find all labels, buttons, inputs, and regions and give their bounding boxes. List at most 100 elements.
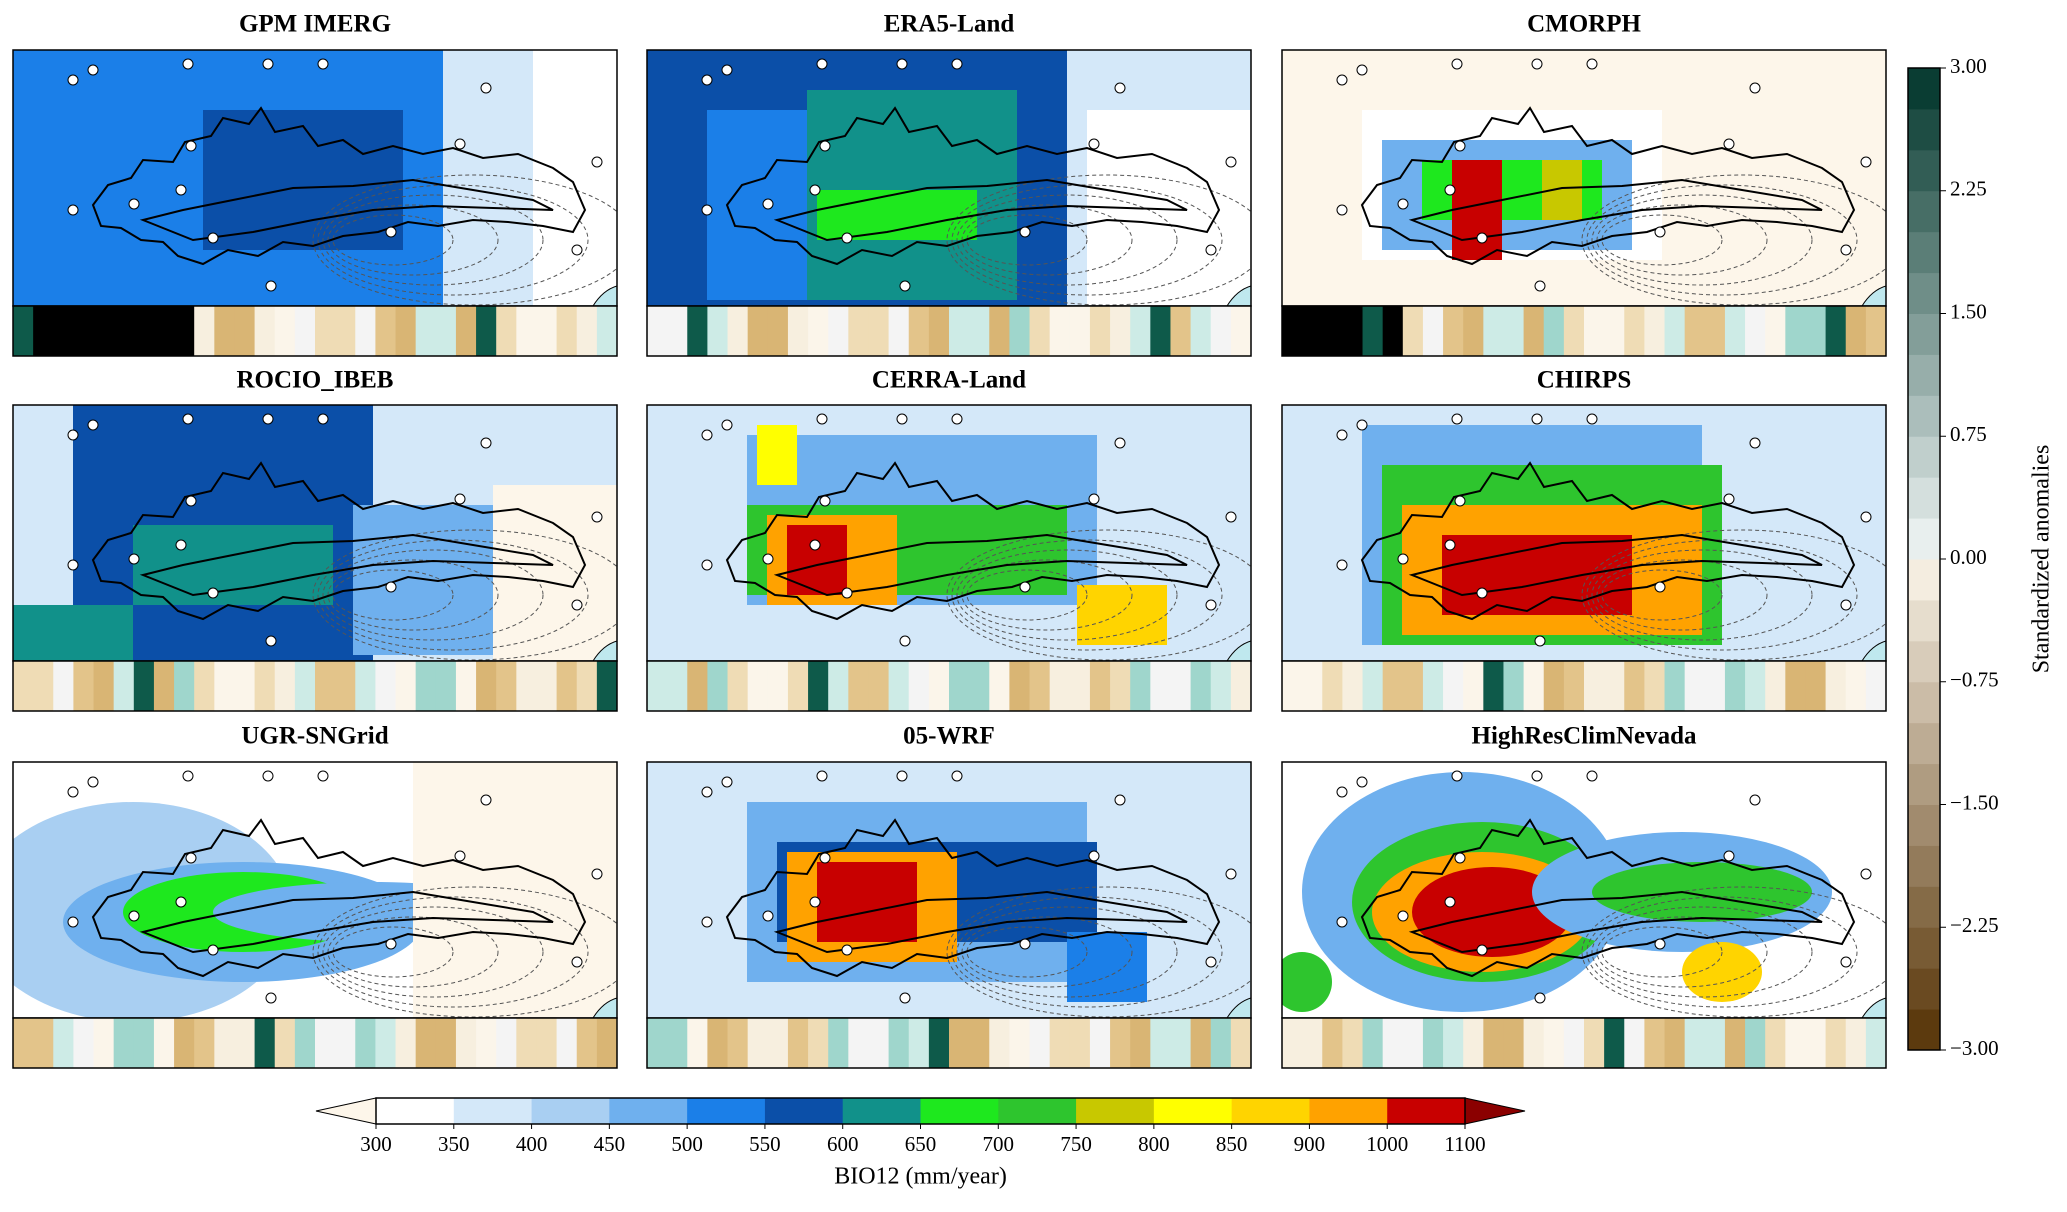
anomaly-stripe [1684,661,1706,711]
anomaly-stripe [1089,1018,1111,1068]
anomaly-stripe [1503,661,1525,711]
contour [1601,926,1723,978]
anomaly-stripe [395,1018,417,1068]
anomaly-stripe [1009,306,1031,356]
anomaly-stripe [1282,661,1303,711]
anomaly-stripe [435,306,457,356]
anomaly-stripe [1543,306,1565,356]
station [67,786,79,798]
anomaly-stripe [1745,306,1766,356]
contour [317,896,589,1008]
anomaly-stripe [315,661,336,711]
station [1860,511,1872,523]
tick-label: −0.75 [1950,668,1999,692]
anomaly-stripe [274,1018,296,1068]
station [841,587,853,599]
anomaly-stripe [153,306,175,356]
anomaly-stripe [1069,1018,1091,1068]
anomaly-stripe [1624,306,1645,356]
anomaly-stripe [1230,306,1252,356]
anomaly-stripe [1805,661,1827,711]
anomaly-stripe [1170,306,1192,356]
anomaly-stripe [767,306,789,356]
anomaly-stripe [787,661,809,711]
anomaly-stripe [1765,661,1786,711]
anomaly-stripe [1825,1018,1847,1068]
station [1019,226,1031,238]
contour [956,194,1178,286]
colorbar-label: Standardized anomalies [2029,445,2055,674]
station [317,413,329,425]
panel-title: 05-WRF [903,723,995,750]
contour [332,214,454,266]
contour [1591,194,1813,286]
anomaly-stripe [476,1018,497,1068]
anomaly-stripe [1362,1018,1384,1068]
station [1356,776,1368,788]
anomaly-stripe [1342,1018,1364,1068]
station [1586,413,1598,425]
station [591,156,603,168]
station [816,58,828,70]
anomaly-stripe [647,661,668,711]
tick-label: −1.50 [1950,790,1999,814]
contour [312,174,617,306]
anomaly-stripe [1029,661,1051,711]
anomaly-band [1908,272,1940,314]
anomaly-stripe [1845,1018,1867,1068]
anomaly-stripe [1684,1018,1706,1068]
anomaly-stripe [556,306,578,356]
anomaly-stripe [1463,661,1484,711]
station [721,419,733,431]
station [896,58,908,70]
anomaly-stripe [828,1018,849,1068]
anomaly-stripe [1865,306,1887,356]
station [899,992,911,1004]
station [951,770,963,782]
anomaly-stripe [1049,306,1071,356]
anomaly-stripe [767,661,789,711]
anomaly-stripe [1302,661,1323,711]
anomaly-stripe [888,661,910,711]
anomaly-stripe [476,661,497,711]
anomaly-stripe [1825,306,1847,356]
contour [956,906,1178,998]
station [762,198,774,210]
contour [1601,214,1723,266]
contour [1591,906,1813,998]
anomaly-stripe [868,1018,890,1068]
anomaly-stripe [1543,661,1565,711]
anomaly-band [1908,436,1940,478]
anomaly-stripe [536,661,558,711]
contour [1581,886,1886,1018]
tick-label: 900 [1294,1132,1326,1156]
station [207,587,219,599]
anomaly-stripe [1130,1018,1151,1068]
station [1531,413,1543,425]
anomaly-stripe [1443,1018,1464,1068]
station [1356,64,1368,76]
anomaly-band [1908,68,1940,110]
station [67,559,79,571]
station [1444,539,1456,551]
map-cell [13,605,133,661]
station [809,184,821,196]
anomaly-stripe [928,661,950,711]
anomaly-stripe [274,661,296,711]
anomaly-stripe [787,306,809,356]
coast [1861,997,1886,1018]
anomaly-band [1908,313,1940,355]
anomaly-stripe [1543,1018,1565,1068]
stripe-frame [646,1017,1252,1069]
anomaly-stripe [214,306,235,356]
anomaly-stripe [1190,306,1212,356]
stripe-frame [12,305,618,357]
station [185,852,197,864]
anomaly-stripe [888,306,910,356]
station [1476,944,1488,956]
contour [317,539,589,651]
contour [1601,569,1723,621]
anomaly-stripe [1503,306,1525,356]
anomaly-stripe [1170,1018,1192,1068]
anomaly-stripe [1584,1018,1605,1068]
